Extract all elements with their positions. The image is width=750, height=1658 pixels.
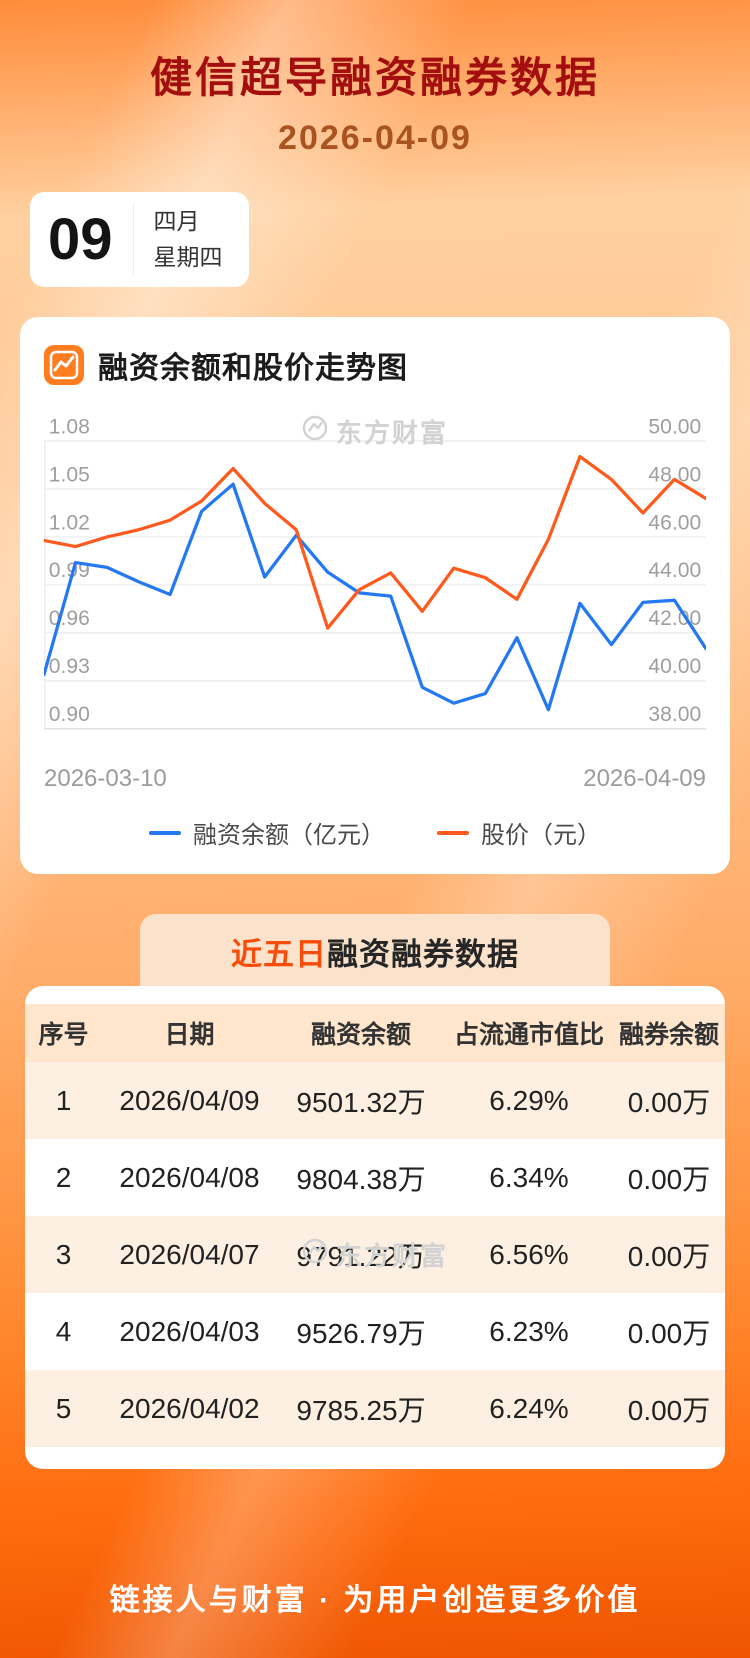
table-header: 序号 日期 融资余额 占流通市值比 融券余额 <box>25 1004 725 1063</box>
chart-legend: 融资余额（亿元） 股价（元） <box>44 815 706 850</box>
table-cell: 2026/04/02 <box>119 1392 260 1424</box>
table-body: 1 2026/04/09 9501.32万 6.29% 0.00万 2 2026/04/08… <box>25 1062 725 1448</box>
table-cell: 9804.38万 <box>296 1163 426 1195</box>
legend-item-stock-price: 股价（元） <box>437 815 601 850</box>
table-cell: 0.00万 <box>627 1317 711 1349</box>
trend-chart: 1.08 50.00 1.05 48.00 1.02 46.00 0.99 44.00 0.96… <box>44 416 706 730</box>
table-row: 4 2026/04/03 9526.79万 6.23% 0.00万 <box>25 1293 725 1370</box>
margin-data-table: 序号 日期 融资余额 占流通市值比 融券余额 1 2026/04/09 9501.32万 6.… <box>25 1004 725 1448</box>
financing-balance-line <box>44 482 706 712</box>
x-axis-labels: 2026-03-10 2026-04-09 <box>44 765 706 793</box>
right-axis-tick: 38.00 <box>648 703 701 726</box>
table-header-row: 序号 日期 融资余额 占流通市值比 融券余额 <box>25 1004 725 1063</box>
right-axis-tick: 48.00 <box>648 464 701 487</box>
badge-month: 四月 <box>153 208 200 234</box>
legend-label: 融资余额（亿元） <box>193 822 385 850</box>
table-cell: 2026/04/08 <box>119 1161 260 1193</box>
left-axis-tick: 0.90 <box>49 703 90 726</box>
chart-heading-text: 融资余额和股价走势图 <box>98 352 408 386</box>
left-axis-tick: 1.08 <box>49 416 90 439</box>
table-cell: 0.00万 <box>627 1240 711 1272</box>
table-cell: 1 <box>55 1084 72 1116</box>
table-row: 5 2026/04/02 9785.25万 6.24% 0.00万 <box>25 1370 725 1448</box>
table-cell: 2026/04/07 <box>119 1238 260 1270</box>
table-cell: 6.56% <box>489 1238 569 1270</box>
table-cell: 2026/04/03 <box>119 1315 260 1347</box>
right-axis-tick: 50.00 <box>648 416 701 439</box>
table-cell: 9526.79万 <box>296 1317 426 1349</box>
x-axis-end-label: 2026-04-09 <box>583 765 706 793</box>
left-axis-tick: 0.99 <box>49 560 90 583</box>
left-axis-tick: 1.05 <box>49 464 90 487</box>
badge-weekday: 星期四 <box>153 243 223 270</box>
table-title-rest: 融资融券数据 <box>327 937 519 973</box>
stock-price-line <box>44 455 706 631</box>
left-axis-tick: 0.96 <box>49 607 90 630</box>
column-header: 序号 <box>38 1021 89 1050</box>
table-cell: 9785.25万 <box>296 1394 426 1426</box>
chart-card: 融资余额和股价走势图 东方财富 1.08 50.00 1.05 48.00 1.02 46… <box>20 317 730 875</box>
chart-card-heading: 融资余额和股价走势图 <box>44 343 706 387</box>
badge-calendar: 四月 星期四 <box>132 204 223 276</box>
table-row: 1 2026/04/09 9501.32万 6.29% 0.00万 <box>25 1062 725 1140</box>
table-cell: 6.34% <box>489 1161 569 1193</box>
right-axis-tick: 46.00 <box>648 512 701 535</box>
table-cell: 3 <box>55 1238 72 1270</box>
legend-item-financing-balance: 融资余额（亿元） <box>149 815 385 850</box>
table-row: 2 2026/04/08 9804.38万 6.34% 0.00万 <box>25 1139 725 1216</box>
table-cell: 2 <box>55 1161 72 1193</box>
right-axis-tick: 40.00 <box>648 655 701 678</box>
table-row: 3 2026/04/07 9791.22万 6.56% 0.00万 <box>25 1216 725 1294</box>
data-table-card: 东方财富 序号 日期 融资余额 占流通市值比 融券余额 1 2026/04/09 9501.… <box>25 986 725 1470</box>
left-axis-tick: 1.02 <box>49 512 90 535</box>
table-cell: 0.00万 <box>627 1394 711 1426</box>
table-cell: 9791.22万 <box>296 1240 426 1272</box>
left-axis-tick: 0.93 <box>49 655 90 678</box>
table-title-highlight: 近五日 <box>231 937 327 973</box>
table-cell: 6.23% <box>489 1315 569 1347</box>
table-cell: 6.24% <box>489 1392 569 1424</box>
page-title: 健信超导融资融券数据 <box>149 54 600 101</box>
table-cell: 2026/04/09 <box>119 1084 260 1116</box>
chart-line-icon <box>44 345 84 386</box>
right-axis-tick: 42.00 <box>648 607 701 630</box>
legend-swatch-orange <box>437 830 469 835</box>
badge-day: 09 <box>48 206 113 272</box>
table-cell: 6.29% <box>489 1084 569 1116</box>
footer-slogan: 链接人与财富 · 为用户创造更多价值 <box>109 1584 641 1618</box>
column-header: 融资余额 <box>310 1021 411 1050</box>
column-header: 融券余额 <box>618 1021 719 1050</box>
x-axis-start-label: 2026-03-10 <box>44 765 167 793</box>
legend-swatch-blue <box>149 830 181 835</box>
page-date: 2026-04-09 <box>278 119 472 157</box>
table-cell: 9501.32万 <box>296 1086 426 1118</box>
right-axis-tick: 44.00 <box>648 560 701 583</box>
date-badge: 09 四月 星期四 <box>30 192 249 288</box>
legend-label: 股价（元） <box>481 822 601 850</box>
column-header: 占流通市值比 <box>453 1021 604 1050</box>
column-header: 日期 <box>164 1021 215 1050</box>
table-cell: 0.00万 <box>627 1163 711 1195</box>
table-cell: 5 <box>55 1392 72 1424</box>
table-cell: 4 <box>55 1315 72 1347</box>
table-cell: 0.00万 <box>627 1086 711 1118</box>
